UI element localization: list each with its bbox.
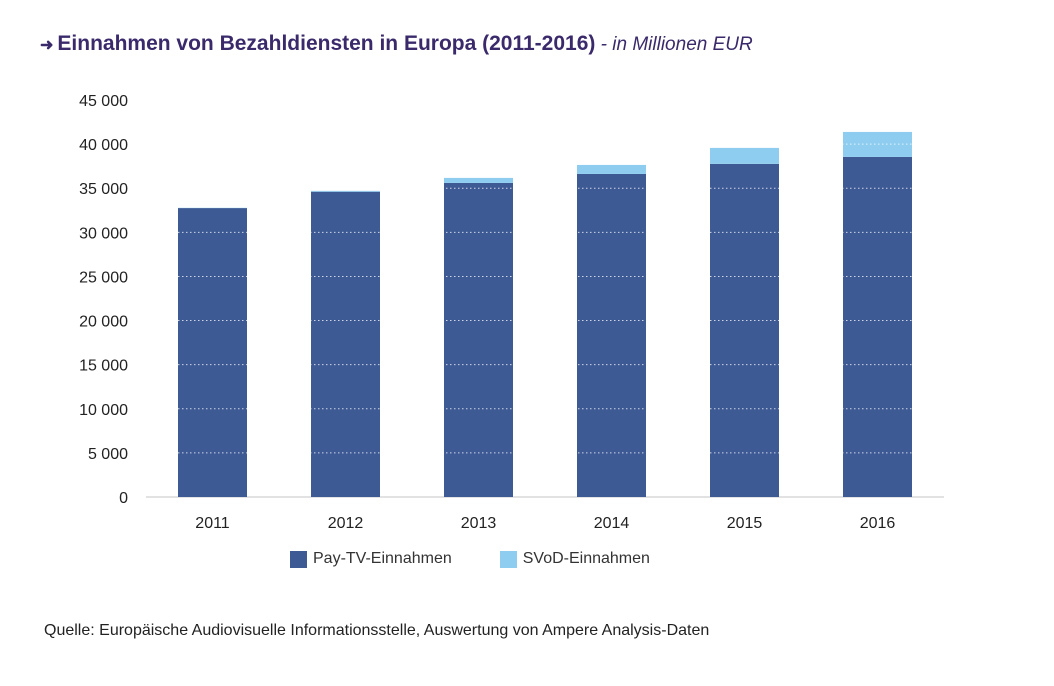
- bar-pay-tv-2013: [444, 182, 513, 497]
- legend-label-svod: SVoD-Einnahmen: [522, 550, 650, 567]
- title-subtitle: - in Millionen EUR: [595, 34, 753, 55]
- x-tick-label: 2013: [461, 515, 497, 532]
- bar-pay-tv-2014: [577, 173, 646, 497]
- bar-pay-tv-2012: [311, 191, 380, 498]
- legend-item-svod: SVoD-Einnahmen: [499, 550, 650, 568]
- x-tick-label: 2016: [860, 515, 896, 532]
- title-main: Einnahmen von Bezahldiensten in Europa (…: [57, 32, 596, 55]
- bar-svod-2012: [311, 190, 380, 192]
- x-tick-label: 2014: [594, 515, 630, 532]
- y-tick-label: 0: [119, 490, 128, 507]
- bar-pay-tv-2015: [710, 163, 779, 497]
- bar-pay-tv-2016: [843, 156, 912, 498]
- y-tick-label: 15 000: [79, 358, 128, 375]
- y-tick-label: 25 000: [79, 269, 128, 286]
- y-tick-label: 10 000: [79, 402, 128, 419]
- bar-pay-tv-2011: [178, 208, 247, 498]
- bar-svod-2016: [843, 131, 912, 157]
- y-tick-label: 45 000: [79, 93, 128, 110]
- bar-svod-2014: [577, 164, 646, 174]
- y-tick-label: 30 000: [79, 225, 128, 242]
- source-note: Quelle: Europäische Audiovisuelle Inform…: [44, 622, 710, 639]
- legend-swatch-pay-tv: [290, 550, 307, 568]
- y-tick-label: 20 000: [79, 314, 128, 331]
- legend-label-pay-tv: Pay-TV-Einnahmen: [313, 550, 452, 567]
- legend-item-pay-tv: Pay-TV-Einnahmen: [290, 550, 452, 568]
- bar-svod-2015: [710, 147, 779, 164]
- legend-swatch-svod: [499, 550, 517, 568]
- y-tick-label: 40 000: [79, 137, 128, 154]
- y-tick-label: 5 000: [88, 446, 128, 463]
- x-tick-label: 2012: [328, 515, 364, 532]
- x-tick-label: 2015: [727, 515, 763, 532]
- chart-title: ➜ Einnahmen von Bezahldiensten in Europa …: [40, 32, 753, 56]
- legend: Pay-TV-Einnahmen SVoD-Einnahmen: [290, 550, 650, 568]
- x-tick-label: 2011: [195, 515, 230, 532]
- y-tick-label: 35 000: [79, 181, 128, 198]
- arrow-icon: ➜: [40, 37, 54, 54]
- bar-svod-2013: [444, 177, 513, 183]
